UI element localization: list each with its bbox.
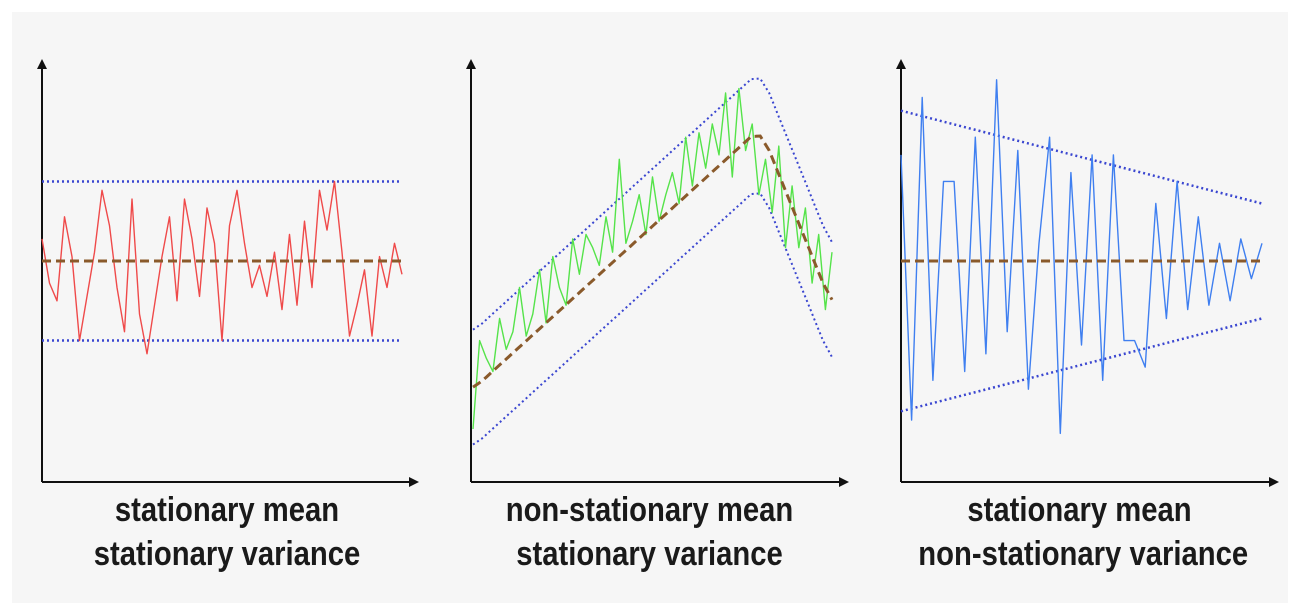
caption-chart-3: stationary mean non-stationary variance xyxy=(918,488,1249,576)
lower-bound-line xyxy=(900,317,1263,413)
caption-chart-2: non-stationary mean stationary variance xyxy=(488,488,811,576)
caption-line-1: stationary mean xyxy=(114,491,340,529)
lower-bound-line xyxy=(472,192,833,446)
chart-stationary-mean-stationary-variance xyxy=(37,59,419,487)
upper-bound-line xyxy=(900,109,1263,205)
chart-non-stationary-variance xyxy=(896,59,1279,487)
series-line xyxy=(900,79,1263,435)
chart-non-stationary-mean xyxy=(466,59,849,487)
caption-line-1: stationary mean xyxy=(967,491,1192,529)
caption-line-2: non-stationary variance xyxy=(918,535,1249,573)
upper-bound-line xyxy=(472,77,833,331)
caption-chart-1: stationary mean stationary variance xyxy=(68,488,386,576)
caption-line-2: stationary variance xyxy=(93,535,361,573)
series-line xyxy=(472,87,833,430)
series-line xyxy=(41,180,403,355)
caption-line-2: stationary variance xyxy=(516,535,783,573)
mean-line xyxy=(472,134,834,389)
caption-line-1: non-stationary mean xyxy=(505,491,794,529)
